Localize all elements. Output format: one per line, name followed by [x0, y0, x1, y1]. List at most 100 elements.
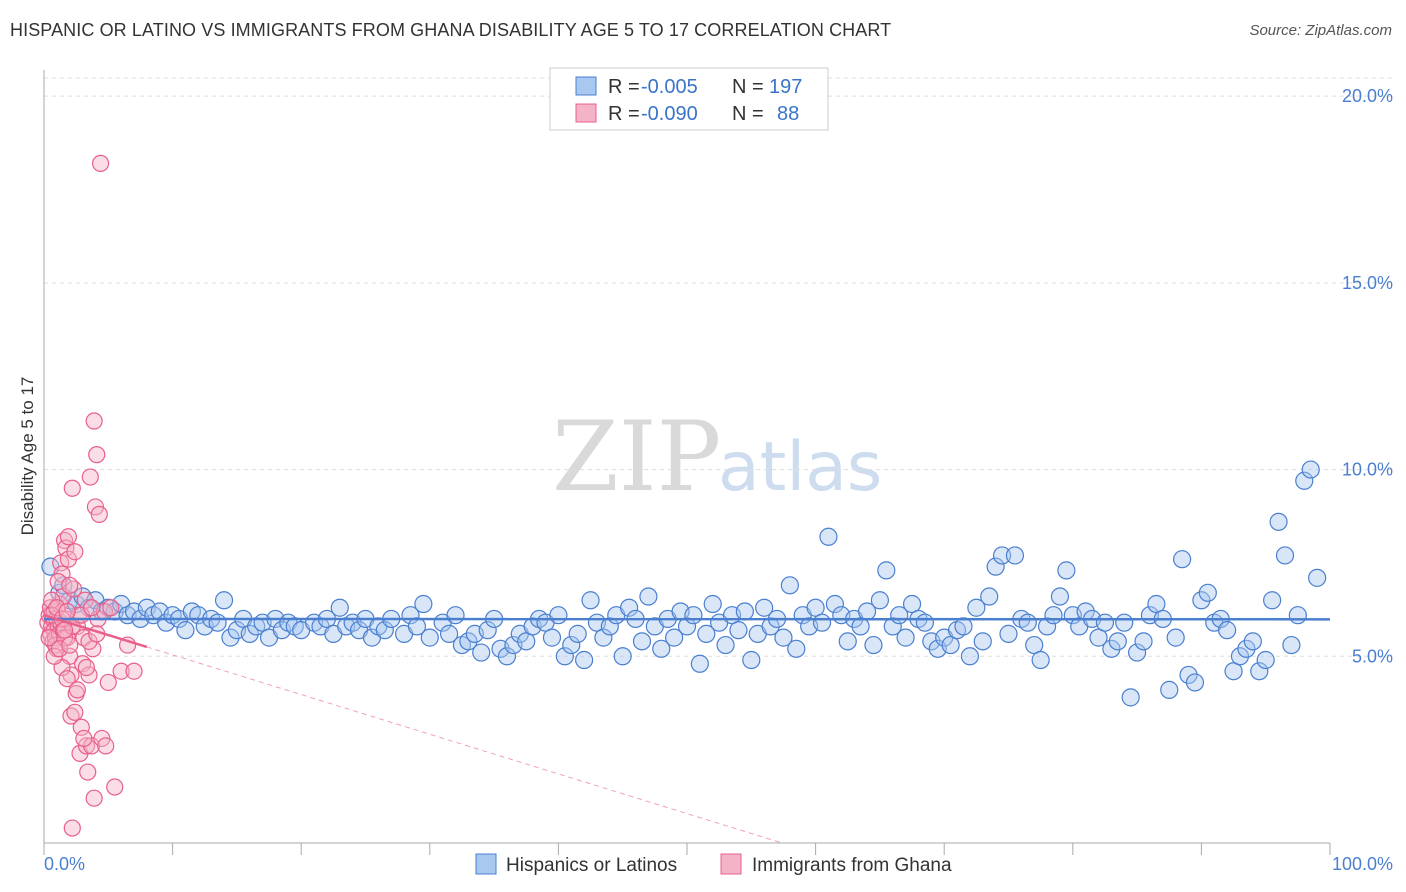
bottom-legend-swatch-blue [475, 853, 497, 875]
watermark: ZIP atlas [552, 401, 882, 513]
data-point-ghana [61, 576, 79, 594]
data-point-hispanics [1127, 643, 1147, 662]
data-point-hispanics [1295, 471, 1314, 490]
trend-lines [43, 614, 1331, 649]
data-point-hispanics [240, 624, 259, 643]
data-point-hispanics [787, 639, 806, 658]
legend-n-label-2: N = [732, 103, 764, 125]
data-point-hispanics [1288, 606, 1307, 625]
series-legend: Hispanics or Latinos Immigrants from Gha… [475, 853, 952, 876]
data-point-hispanics [980, 587, 999, 606]
data-point-ghana [63, 479, 81, 497]
watermark-zip: ZIP [552, 401, 721, 513]
correlation-legend: R = -0.005 N = 197 R = -0.090 N = 88 [549, 67, 829, 131]
data-point-ghana [66, 543, 84, 561]
data-point-ghana [77, 658, 96, 677]
data-point-hispanics [742, 650, 761, 670]
data-point-ghana [85, 789, 103, 807]
data-point-hispanics [568, 624, 587, 643]
data-point-hispanics [478, 621, 497, 640]
data-point-hispanics [1269, 512, 1288, 531]
data-point-hispanics [439, 624, 459, 643]
data-point-ghana [99, 673, 117, 692]
data-point-ghana [102, 599, 120, 617]
pink-trend-extension [146, 646, 783, 844]
y-tick-label: 5.0% [1352, 646, 1393, 666]
data-point-ghana [58, 602, 76, 621]
y-tick-label: 20.0% [1342, 86, 1393, 106]
data-point-hispanics [780, 576, 799, 595]
data-point-hispanics [819, 527, 838, 546]
data-point-ghana [72, 718, 90, 736]
data-point-hispanics [838, 632, 857, 651]
data-point-ghana [57, 539, 75, 557]
y-tick-label: 15.0% [1342, 273, 1393, 293]
data-point-hispanics [1031, 650, 1050, 670]
data-point-hispanics [1050, 587, 1070, 606]
data-point-ghana [106, 778, 124, 796]
legend-n-label-1: N = [732, 76, 764, 98]
data-point-ghana [79, 763, 97, 781]
data-point-hispanics [954, 617, 973, 636]
data-point-hispanics [594, 628, 613, 647]
data-point-hispanics [729, 621, 748, 640]
data-point-ghana [50, 640, 69, 658]
data-point-hispanics [1301, 460, 1320, 479]
data-point-ghana [97, 737, 115, 755]
data-point-hispanics [735, 602, 754, 621]
data-point-hispanics [684, 606, 703, 625]
data-point-hispanics [221, 628, 240, 647]
data-point-hispanics [1192, 591, 1211, 610]
data-point-hispanics [652, 639, 671, 658]
bottom-legend-swatch-pink [720, 853, 742, 875]
data-point-ghana [85, 412, 103, 430]
data-point-ghana [81, 468, 99, 486]
data-point-ghana [58, 670, 76, 688]
data-point-hispanics [877, 561, 896, 580]
data-point-hispanics [967, 598, 986, 617]
bottom-legend-label-hispanics: Hispanics or Latinos [506, 855, 677, 876]
data-point-ghana [59, 528, 78, 546]
data-point-hispanics [632, 632, 652, 651]
data-point-hispanics [214, 591, 234, 610]
bottom-legend-label-ghana: Immigrants from Ghana [752, 855, 952, 876]
data-point-hispanics [459, 632, 478, 651]
y-axis-label: Disability Age 5 to 17 [18, 377, 37, 536]
data-point-ghana [66, 703, 84, 721]
data-point-hispanics [716, 635, 735, 655]
data-point-hispanics [812, 613, 832, 632]
data-point-ghana [68, 681, 87, 699]
data-point-ghana [91, 154, 110, 172]
data-point-hispanics [973, 632, 992, 651]
legend-swatch-pink [575, 103, 597, 123]
data-point-hispanics [1166, 628, 1185, 647]
legend-r-value-1: -0.005 [641, 76, 698, 98]
data-point-hispanics [375, 621, 394, 640]
gridlines [44, 77, 1393, 657]
data-point-ghana [88, 446, 106, 464]
data-point-hispanics [703, 594, 722, 614]
x-tick-label-min: 0.0% [44, 854, 85, 874]
data-point-hispanics [999, 624, 1018, 643]
data-point-ghana [48, 599, 66, 617]
data-point-hispanics [1018, 613, 1037, 632]
data-point-hispanics [1095, 613, 1115, 632]
data-point-ghana [40, 629, 58, 647]
data-point-hispanics [1160, 680, 1179, 699]
data-point-hispanics [581, 591, 600, 610]
y-tick-label: 10.0% [1342, 460, 1393, 480]
data-point-ghana [82, 599, 101, 617]
data-point-hispanics [1250, 662, 1269, 681]
data-point-hispanics [1218, 621, 1237, 640]
data-point-hispanics [549, 606, 568, 625]
data-point-hispanics [1308, 568, 1327, 587]
data-point-hispanics [330, 598, 349, 617]
data-point-hispanics [1275, 546, 1295, 565]
data-point-hispanics [575, 650, 594, 670]
legend-n-value-1: 197 [769, 76, 802, 98]
data-point-hispanics [1179, 665, 1198, 685]
data-point-hispanics [896, 628, 915, 647]
data-point-hispanics [1230, 647, 1250, 666]
data-point-hispanics [915, 613, 935, 632]
